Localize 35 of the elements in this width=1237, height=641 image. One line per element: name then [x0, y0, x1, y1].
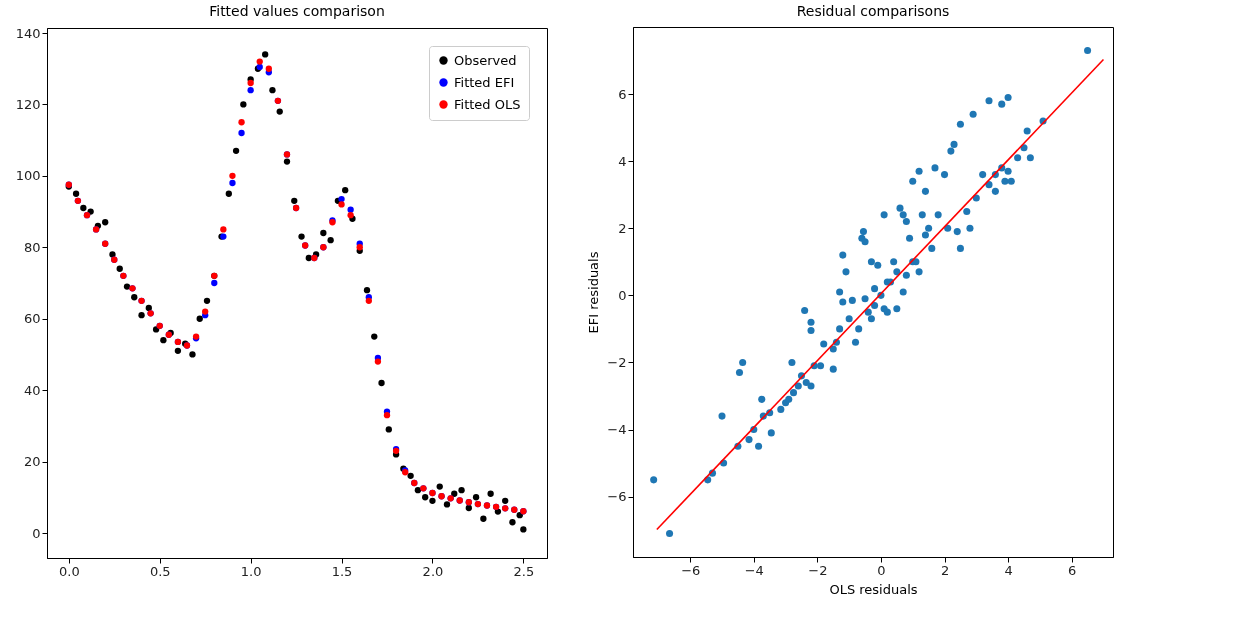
x-tick-label: 0: [877, 562, 886, 578]
x-tick-label: 0.5: [149, 563, 171, 579]
legend-label: Fitted EFI: [454, 74, 515, 90]
y-tick-label: 120: [15, 96, 41, 112]
y-tick-label: −2: [607, 354, 627, 370]
y-tick-label: −4: [607, 422, 627, 438]
x-tick-label: −4: [744, 562, 764, 578]
x-tick-label: 2.0: [422, 563, 444, 579]
y-tick-label: 0: [32, 525, 41, 541]
y-tick-label: 60: [23, 311, 41, 327]
x-tick-label: 0.0: [58, 563, 80, 579]
y-tick-label: 40: [23, 382, 41, 398]
x-tick-label: 1.5: [331, 563, 353, 579]
legend-label: Fitted OLS: [454, 96, 521, 112]
y-tick-label: 0: [618, 287, 627, 303]
chart-title: Residual comparisons: [796, 3, 950, 19]
y-tick-label: 20: [23, 454, 41, 470]
x-tick-label: 4: [1004, 562, 1013, 578]
x-tick-label: 6: [1068, 562, 1077, 578]
x-axis-title: OLS residuals: [829, 581, 918, 597]
y-tick-label: 4: [618, 153, 627, 169]
y-tick-label: −6: [607, 489, 627, 505]
x-tick-label: 1.0: [240, 563, 262, 579]
x-tick-label: 2: [940, 562, 950, 578]
y-tick-label: 100: [15, 168, 41, 184]
chart-title: Fitted values comparison: [209, 3, 385, 19]
x-tick-label: −6: [681, 562, 701, 578]
legend-label: Observed: [454, 52, 517, 68]
y-axis-title: EFI residuals: [586, 251, 602, 334]
y-tick-label: 6: [618, 86, 627, 102]
y-tick-label: 80: [23, 239, 41, 255]
y-tick-label: 140: [15, 25, 41, 41]
y-tick-label: 2: [618, 220, 627, 236]
x-tick-label: 2.5: [513, 563, 535, 579]
x-tick-label: −2: [808, 562, 828, 578]
